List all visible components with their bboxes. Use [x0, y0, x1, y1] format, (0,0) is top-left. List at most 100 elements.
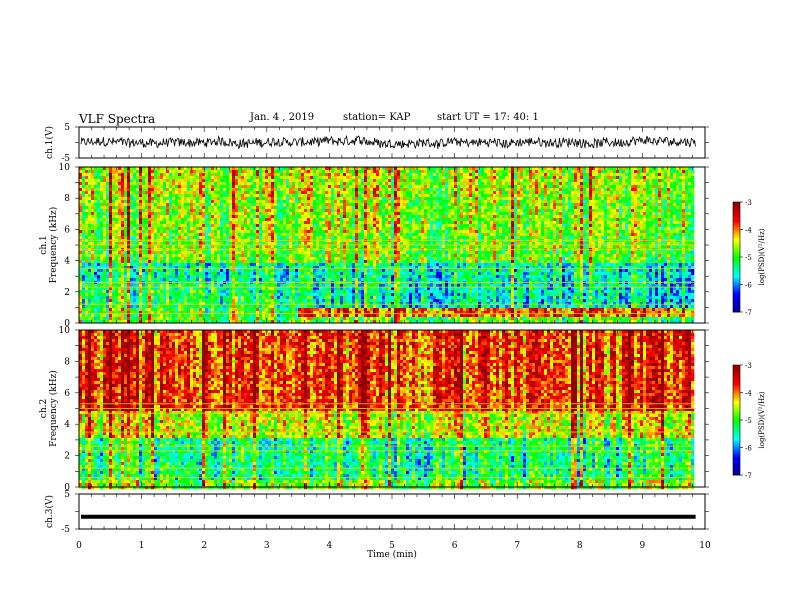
ch1-spectrogram-cell	[172, 191, 176, 195]
ch1-spectrogram-cell	[208, 215, 212, 219]
ch1-spectrogram-cell	[250, 233, 254, 237]
ch1-spectrogram-cell	[91, 203, 95, 207]
ch1-spectrogram-cell	[85, 230, 89, 234]
ch1-spectrogram-cell	[520, 179, 524, 183]
ch1-spectrogram-cell	[403, 203, 407, 207]
ch1-spectrogram-cell	[514, 230, 518, 234]
ch1-spectrogram-cell	[307, 182, 311, 186]
ch1-spectrogram-cell	[280, 182, 284, 186]
ch1-spectrogram-cell	[82, 221, 86, 225]
ch1-spectrogram-cell	[103, 224, 107, 228]
ch1-spectrogram-cell	[604, 191, 608, 195]
ch1-spectrogram-cell	[592, 209, 596, 213]
ch1-spectrogram-cell	[124, 221, 128, 225]
ch1-spectrogram-cell	[559, 233, 563, 237]
ch1-spectrogram-cell	[133, 200, 137, 204]
ch1-spectrogram-cell	[79, 233, 83, 237]
ch1-spectrogram-cell	[241, 215, 245, 219]
ch1-spectrogram-cell	[121, 224, 125, 228]
ch1-spectrogram-cell	[130, 200, 134, 204]
ch1-spectrogram-cell	[496, 170, 500, 174]
ch1-spectrogram-cell	[562, 221, 566, 225]
ch1-spectrogram-cell	[79, 206, 83, 210]
ch1-spectrogram-cell	[487, 236, 491, 240]
ch1-spectrogram-cell	[496, 185, 500, 189]
ch1-spectrogram-cell	[337, 167, 341, 171]
ch1-spectrogram-cell	[496, 194, 500, 198]
ch1-spectrogram-cell	[226, 179, 230, 183]
ch1-spectrogram-cell	[400, 230, 404, 234]
ch1-spectrogram-cell	[631, 209, 635, 213]
ch1-spectrogram-cell	[544, 185, 548, 189]
ch1-spectrogram-cell	[586, 227, 590, 231]
ch1-spectrogram-cell	[490, 236, 494, 240]
ch1-spectrogram-cell	[388, 185, 392, 189]
ch1-spectrogram-cell	[286, 200, 290, 204]
ch1-spectrogram-cell	[448, 185, 452, 189]
ch1-spectrogram-cell	[325, 203, 329, 207]
ch1-spectrogram-cell	[442, 206, 446, 210]
ch1-spectrogram-cell	[664, 233, 668, 237]
ch1-spectrogram-cell	[442, 170, 446, 174]
ch1-spectrogram-cell	[430, 191, 434, 195]
ch1-spectrogram-cell	[556, 209, 560, 213]
ch1-spectrogram-cell	[361, 206, 365, 210]
ch1-spectrogram-cell	[310, 218, 314, 222]
ch1-spectrogram-cell	[412, 173, 416, 177]
ch1-spectrogram-cell	[94, 167, 98, 171]
ch1-spectrogram-cell	[277, 233, 281, 237]
ch1-spectrogram-cell	[601, 203, 605, 207]
ch1-spectrogram-cell	[136, 194, 140, 198]
ch1-spectrogram-cell	[190, 194, 194, 198]
ch1-spectrogram-cell	[121, 200, 125, 204]
ch1-spectrogram-cell	[679, 221, 683, 225]
ch1-spectrogram-cell	[310, 194, 314, 198]
ch1-spectrogram-cell	[451, 206, 455, 210]
ch1-spectrogram-cell	[622, 221, 626, 225]
ch1-spectrogram-cell	[385, 218, 389, 222]
ch1-spectrogram-cell	[97, 215, 101, 219]
ch1-spectrogram-cell	[343, 224, 347, 228]
ch1-spectrogram-cell	[208, 200, 212, 204]
ch1-spectrogram-cell	[499, 191, 503, 195]
ch1-spectrogram-cell	[190, 200, 194, 204]
ch1-spectrogram-cell	[661, 188, 665, 192]
ch1-spectrogram-cell	[508, 170, 512, 174]
ch1-spectrogram-cell	[112, 233, 116, 237]
ch1-spectrogram-cell	[547, 212, 551, 216]
ch1-spectrogram-cell	[370, 203, 374, 207]
ch1-spectrogram-cell	[394, 230, 398, 234]
ch1-spectrogram-cell	[517, 218, 521, 222]
ch1-spectrogram-cell	[511, 191, 515, 195]
ch1-spectrogram-cell	[220, 203, 224, 207]
ch1-spectrogram-cell	[382, 224, 386, 228]
ch1-spectrogram-cell	[487, 212, 491, 216]
ch1-spectrogram-cell	[601, 176, 605, 180]
ch1-spectrogram-cell	[565, 191, 569, 195]
ch1-spectrogram-cell	[223, 230, 227, 234]
ch1-spectrogram-cell	[574, 209, 578, 213]
ch1-spectrogram-cell	[646, 185, 650, 189]
ch1-spectrogram-cell	[637, 233, 641, 237]
ch1-spectrogram-cell	[193, 236, 197, 240]
ch1-spectrogram-cell	[115, 179, 119, 183]
ch1-spectrogram-cell	[679, 182, 683, 186]
ch1-spectrogram-cell	[100, 209, 104, 213]
ch1-spectrogram-cell	[640, 191, 644, 195]
ch1-spectrogram-cell	[265, 221, 269, 225]
ch1-spectrogram-cell	[343, 236, 347, 240]
ch1-spectrogram-cell	[613, 170, 617, 174]
ch1-spectrogram-cell	[625, 206, 629, 210]
ch1-spectrogram-cell	[355, 167, 359, 171]
ch1-spectrogram-cell	[235, 188, 239, 192]
ch1-spectrogram-cell	[151, 215, 155, 219]
ch1-spectrogram-cell	[505, 236, 509, 240]
ch1-spectrogram-cell	[682, 173, 686, 177]
ch1-spectrogram-cell	[409, 176, 413, 180]
ch1-spectrogram-cell	[454, 224, 458, 228]
ch1-spectrogram-cell	[187, 206, 191, 210]
ch1-spectrogram-cell	[535, 188, 539, 192]
ch1-spectrogram-cell	[115, 230, 119, 234]
ch1-spectrogram-cell	[325, 179, 329, 183]
ch1-spectrogram-cell	[166, 218, 170, 222]
